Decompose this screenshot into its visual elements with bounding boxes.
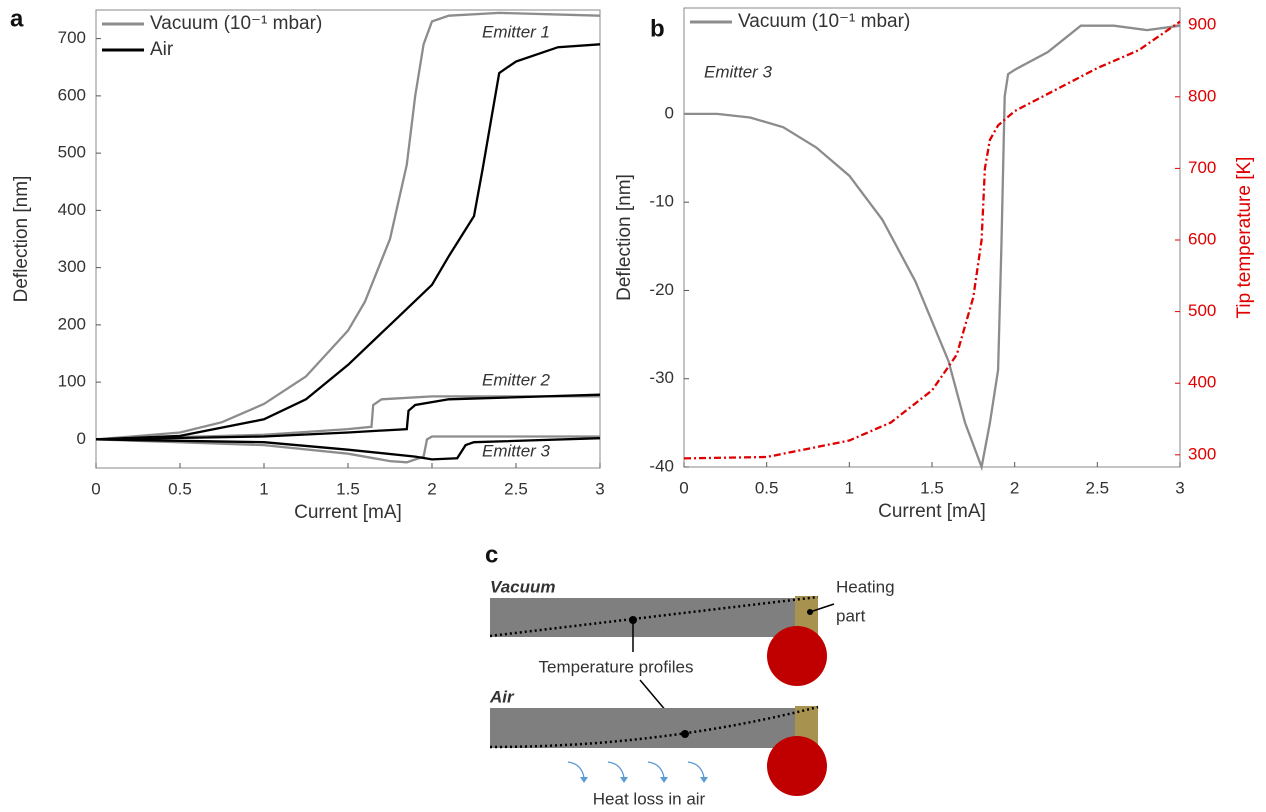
beam bbox=[490, 708, 795, 748]
y-tick-label: 0 bbox=[77, 429, 86, 448]
x-tick-label: 1.5 bbox=[336, 479, 360, 498]
y2-tick-label: 700 bbox=[1188, 158, 1216, 177]
heat-loss-label: Heat loss in air bbox=[593, 789, 706, 808]
x-axis-label: Current [mA] bbox=[878, 501, 986, 522]
y-axis-label: Deflection [nm] bbox=[11, 176, 32, 303]
y-tick-label: -20 bbox=[649, 280, 674, 299]
y-tick-label: 0 bbox=[665, 103, 674, 122]
legend-label: Air bbox=[150, 39, 174, 60]
y-tick-label: 700 bbox=[58, 28, 86, 47]
data-line bbox=[684, 24, 1181, 472]
x-tick-label: 0.5 bbox=[755, 478, 779, 497]
y-tick-label: 100 bbox=[58, 372, 86, 391]
profiles-label: Temperature profiles bbox=[539, 657, 694, 676]
y2-tick-label: 300 bbox=[1188, 444, 1216, 463]
x-tick-label: 1 bbox=[259, 479, 268, 498]
heat-arrowheads bbox=[580, 777, 708, 783]
y2-tick-label: 600 bbox=[1188, 229, 1216, 248]
x-tick-label: 2.5 bbox=[1086, 478, 1110, 497]
panel-label: a bbox=[10, 5, 24, 32]
panel-label: c bbox=[485, 541, 498, 568]
x-tick-label: 0.5 bbox=[168, 479, 192, 498]
y-tick-label: 500 bbox=[58, 143, 86, 162]
callout-dot bbox=[807, 609, 813, 615]
y2-tick-label: 500 bbox=[1188, 301, 1216, 320]
heat-arrows bbox=[567, 761, 705, 779]
y-tick-label: -10 bbox=[649, 192, 674, 211]
y2-tick-label: 900 bbox=[1188, 15, 1216, 34]
y2-tick-label: 400 bbox=[1188, 373, 1216, 392]
heating-label: part bbox=[836, 606, 866, 625]
x-tick-label: 2.5 bbox=[504, 479, 528, 498]
x-tick-label: 0 bbox=[679, 478, 688, 497]
data-line bbox=[95, 437, 601, 461]
y-tick-label: 400 bbox=[58, 200, 86, 219]
y-tick-label: -40 bbox=[649, 456, 674, 475]
x-tick-label: 2 bbox=[1010, 478, 1019, 497]
plot-frame bbox=[95, 9, 601, 469]
y-tick-label: 600 bbox=[58, 85, 86, 104]
annotation: Emitter 3 bbox=[704, 62, 773, 81]
y-axis-label: Deflection [nm] bbox=[614, 174, 635, 301]
x-tick-label: 1.5 bbox=[920, 478, 944, 497]
y-tick-label: -30 bbox=[649, 368, 674, 387]
x-tick-label: 0 bbox=[91, 479, 100, 498]
x-tick-label: 3 bbox=[1175, 478, 1184, 497]
x-tick-label: 3 bbox=[595, 479, 604, 498]
data-line bbox=[95, 11, 601, 441]
y2-axis-label: Tip temperature [K] bbox=[1234, 157, 1255, 319]
profile-dot bbox=[681, 730, 689, 738]
data-line bbox=[95, 435, 600, 464]
data-line bbox=[95, 395, 600, 441]
legend-label: Vacuum (10⁻¹ mbar) bbox=[150, 13, 322, 34]
annotation: Emitter 3 bbox=[482, 441, 551, 460]
panel-label: b bbox=[650, 15, 665, 42]
temperature-profile bbox=[489, 595, 819, 638]
legend-label: Vacuum (10⁻¹ mbar) bbox=[738, 11, 910, 32]
y-tick-label: 200 bbox=[58, 314, 86, 333]
vacuum-label: Vacuum bbox=[490, 577, 556, 596]
air-label: Air bbox=[489, 687, 515, 706]
y-tick-label: 300 bbox=[58, 257, 86, 276]
x-tick-label: 1 bbox=[845, 478, 854, 497]
data-line bbox=[95, 43, 601, 441]
tip bbox=[767, 626, 827, 686]
heating-label: Heating bbox=[836, 577, 895, 596]
y2-tick-label: 800 bbox=[1188, 86, 1216, 105]
annotation: Emitter 1 bbox=[482, 22, 550, 41]
x-tick-label: 2 bbox=[427, 479, 436, 498]
x-axis-label: Current [mA] bbox=[294, 502, 402, 523]
tip bbox=[767, 736, 827, 796]
callout bbox=[809, 603, 835, 613]
data-line bbox=[683, 20, 1181, 460]
annotation: Emitter 2 bbox=[482, 370, 551, 389]
data-line bbox=[95, 393, 601, 441]
